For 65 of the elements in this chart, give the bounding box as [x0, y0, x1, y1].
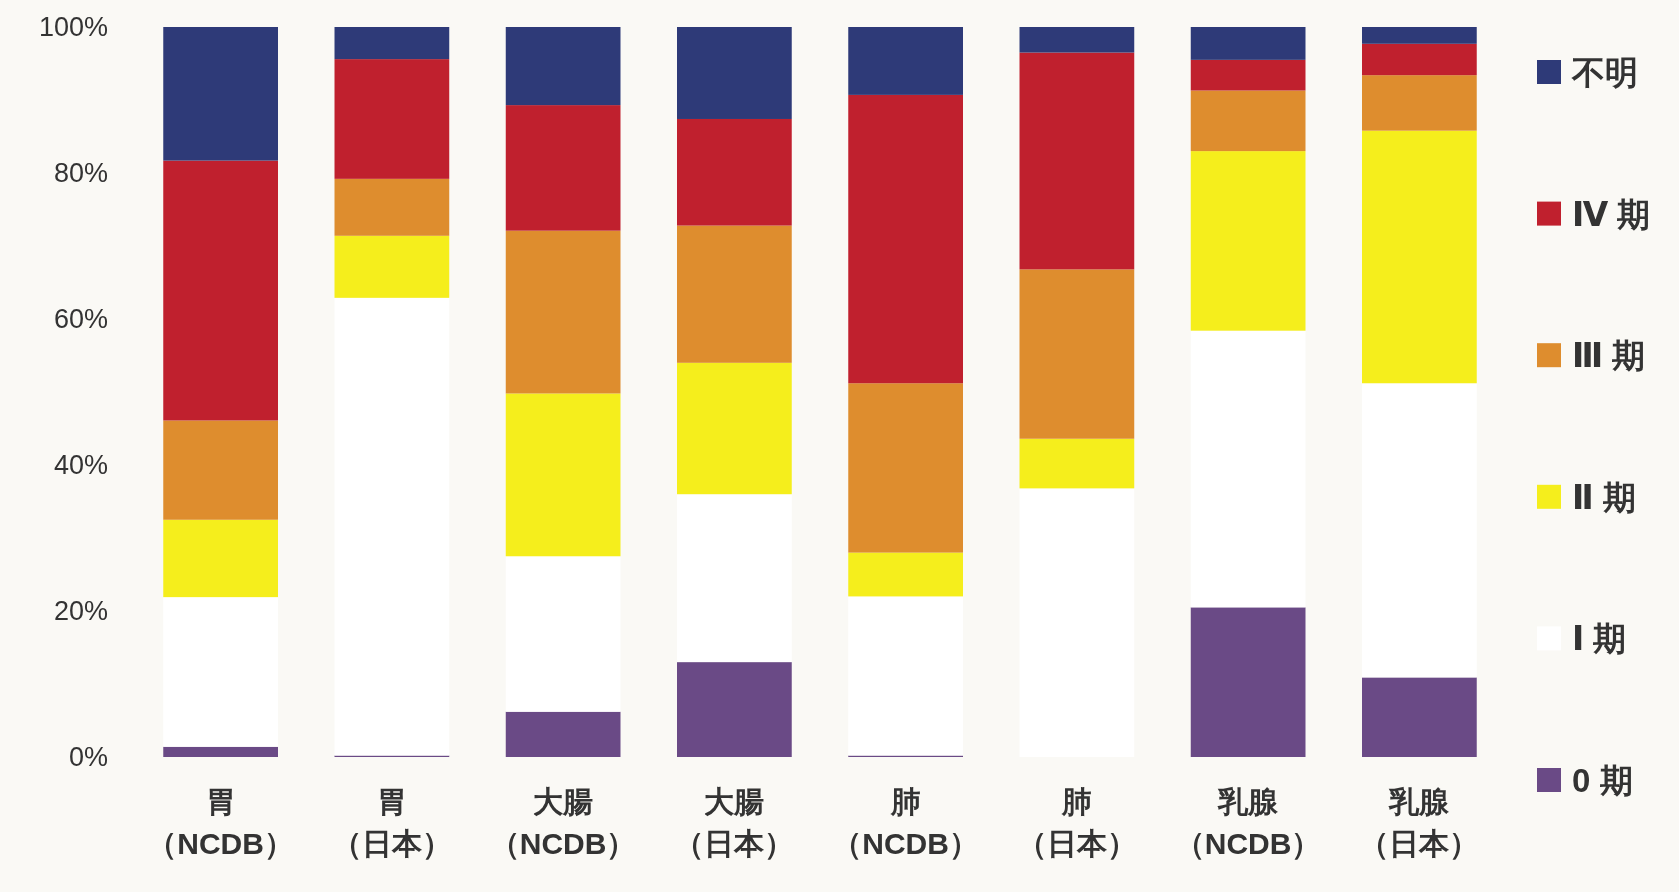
bar [1190, 607, 1306, 757]
bar [1019, 438, 1135, 489]
bar [163, 160, 278, 421]
bar [1362, 43, 1477, 76]
bar [1019, 488, 1135, 757]
bar [505, 393, 621, 557]
bar [1190, 90, 1306, 152]
bar [163, 27, 278, 161]
y-tick-label: 40% [53, 450, 108, 480]
bar [1362, 27, 1477, 44]
x-tick-label: 胃（日本） [331, 785, 452, 860]
x-tick-label: 乳腺（日本） [1359, 785, 1480, 860]
bar [1362, 75, 1477, 131]
bar [505, 556, 621, 712]
bar [334, 235, 450, 298]
bar [1019, 52, 1135, 270]
bar [677, 494, 792, 663]
legend-label: 0 期 [1572, 762, 1633, 799]
bar [677, 27, 792, 119]
bar [848, 552, 963, 597]
legend-label: 不明 [1571, 54, 1638, 91]
bar [677, 225, 792, 363]
bar [1190, 151, 1306, 331]
bar [163, 746, 278, 757]
bar [1019, 27, 1135, 53]
bar [1190, 59, 1306, 91]
bar [1190, 27, 1306, 60]
legend-label: Ⅰ 期 [1572, 620, 1627, 658]
x-tick-label: 乳腺（NCDB） [1174, 785, 1322, 860]
y-tick-label: 60% [53, 304, 108, 334]
y-tick-label: 100% [38, 12, 108, 42]
bar [163, 519, 278, 598]
legend-label: Ⅱ 期 [1572, 478, 1636, 516]
bar [677, 662, 792, 757]
bar [505, 27, 621, 106]
bar [1019, 269, 1135, 439]
bar [1190, 330, 1306, 608]
legend-label: Ⅲ 期 [1572, 337, 1646, 375]
bar [163, 597, 278, 747]
bar [1362, 677, 1477, 757]
y-tick-label: 80% [53, 158, 108, 188]
bar [677, 362, 792, 495]
bar [334, 178, 450, 236]
bar [1362, 383, 1477, 678]
bar [505, 230, 621, 394]
bar [848, 27, 963, 95]
x-tick-label: 肺（NCDB） [832, 785, 979, 860]
bar [334, 59, 450, 179]
y-tick-label: 20% [53, 596, 108, 626]
x-tick-label: 肺（日本） [1016, 785, 1137, 860]
x-tick-label: 大腸（NCDB） [489, 785, 637, 860]
bar [505, 711, 621, 757]
bar [1362, 130, 1477, 384]
bar [848, 596, 963, 756]
bar [334, 297, 450, 756]
bar [163, 420, 278, 520]
y-tick-label: 0% [68, 742, 108, 772]
bar [677, 118, 792, 226]
bar [334, 27, 450, 60]
bar [505, 105, 621, 231]
bar [848, 383, 963, 553]
x-tick-label: 大腸（日本） [674, 785, 795, 860]
legend-label: Ⅳ 期 [1572, 195, 1651, 233]
bar [848, 94, 963, 384]
x-tick-label: 胃（NCDB） [147, 785, 294, 860]
